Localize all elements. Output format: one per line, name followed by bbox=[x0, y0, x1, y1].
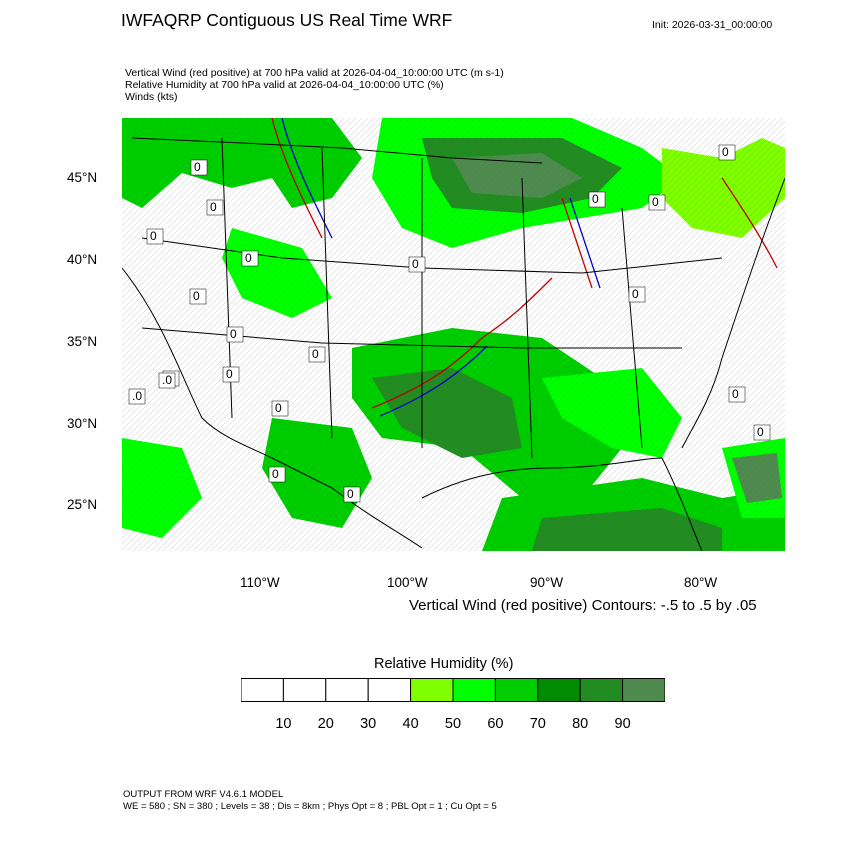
contour-label-box bbox=[648, 194, 666, 211]
lat-label-45n: 45°N bbox=[67, 170, 98, 185]
contour-label: 0 bbox=[412, 257, 419, 271]
lat-label-40n: 40°N bbox=[67, 252, 98, 267]
humidity-colorbar bbox=[241, 678, 665, 702]
contour-label: 0 bbox=[732, 387, 739, 401]
contour-label: 0 bbox=[210, 200, 217, 214]
contour-label: 0 bbox=[632, 287, 639, 301]
footer-config: WE = 580 ; SN = 380 ; Levels = 38 ; Dis … bbox=[123, 801, 497, 812]
colorbar-tick-label: 80 bbox=[572, 716, 589, 732]
plot-title: IWFAQRP Contiguous US Real Time WRF bbox=[121, 10, 453, 30]
subtitle-winds: Winds (kts) bbox=[125, 91, 178, 103]
colorbar-swatch bbox=[241, 678, 284, 702]
contour-label-box bbox=[128, 388, 146, 405]
contour-label-box bbox=[343, 486, 361, 503]
colorbar-title: Relative Humidity (%) bbox=[374, 656, 514, 672]
contour-label-box bbox=[718, 144, 736, 161]
colorbar-tick-label: 10 bbox=[275, 716, 292, 732]
state-borders bbox=[122, 137, 785, 551]
colorbar-tick-label: 20 bbox=[317, 716, 334, 732]
contour-label-box bbox=[190, 159, 208, 176]
subtitle-relative-humidity: Relative Humidity at 700 hPa valid at 20… bbox=[125, 79, 444, 91]
lat-label-30n: 30°N bbox=[67, 416, 98, 431]
contour-label-box bbox=[308, 346, 326, 363]
contour-label: 0 bbox=[245, 251, 252, 265]
lon-label-100w: 100°W bbox=[387, 575, 428, 590]
contour-label: 0 bbox=[722, 145, 729, 159]
contour-label: 0 bbox=[226, 367, 233, 381]
contour-label-box bbox=[222, 366, 240, 383]
contour-label: 0 bbox=[230, 327, 237, 341]
contour-label-box bbox=[268, 466, 286, 483]
colorbar-tick-label: 30 bbox=[360, 716, 377, 732]
contour-label: 0 bbox=[272, 467, 279, 481]
colorbar-swatch bbox=[622, 678, 665, 702]
footer-model: OUTPUT FROM WRF V4.6.1 MODEL bbox=[123, 789, 284, 800]
contour-label: 0 bbox=[652, 195, 659, 209]
colorbar-tick-label: 90 bbox=[614, 716, 631, 732]
lon-label-80w: 80°W bbox=[684, 575, 718, 590]
contour-label: .0 bbox=[162, 373, 172, 387]
contour-label-box bbox=[189, 288, 207, 305]
lat-label-25n: 25°N bbox=[67, 497, 98, 512]
contour-label: 0 bbox=[150, 229, 157, 243]
colorbar-swatch bbox=[579, 678, 624, 702]
contour-note: Vertical Wind (red positive) Contours: -… bbox=[409, 597, 757, 614]
colorbar-tick-label: 40 bbox=[402, 716, 419, 732]
colorbar-swatch bbox=[537, 678, 581, 702]
colorbar-swatch bbox=[452, 678, 496, 702]
colorbar-tick-label: 50 bbox=[444, 716, 462, 732]
contour-label: .0 bbox=[132, 389, 142, 403]
contour-label: 0 bbox=[757, 425, 764, 439]
colorbar-swatch bbox=[410, 678, 454, 702]
contour-label-box bbox=[206, 199, 224, 216]
contour-label-box bbox=[408, 256, 426, 273]
subtitle-vertical-wind: Vertical Wind (red positive) at 700 hPa … bbox=[125, 67, 504, 79]
contour-label: 0 bbox=[347, 487, 354, 501]
contour-label-box bbox=[753, 424, 771, 441]
contour-label: 0 bbox=[193, 289, 200, 303]
vertical-wind-contours bbox=[271, 118, 778, 417]
colorbar-tick-label: 60 bbox=[487, 716, 504, 732]
init-time: Init: 2026-03-31_00:00:00 bbox=[652, 19, 773, 31]
lat-label-35n: 35°N bbox=[67, 334, 98, 349]
contour-label: 0 bbox=[194, 160, 201, 174]
contour-label-box bbox=[241, 250, 259, 267]
colorbar-swatch bbox=[494, 678, 539, 702]
contour-label: 0 bbox=[312, 347, 319, 361]
contour-label: 0 bbox=[592, 192, 599, 206]
colorbar-swatch bbox=[367, 678, 412, 702]
colorbar-swatch bbox=[325, 678, 369, 702]
contour-label: 0 bbox=[275, 401, 282, 415]
contour-label-box bbox=[588, 191, 606, 208]
lon-label-110w: 110°W bbox=[240, 575, 280, 590]
lon-label-90w: 90°W bbox=[530, 575, 564, 590]
contour-label-box bbox=[728, 386, 746, 403]
colorbar-swatch bbox=[282, 678, 327, 702]
contour-label-box bbox=[271, 400, 289, 417]
contour-label-box bbox=[226, 326, 244, 343]
contour-label-box bbox=[158, 372, 176, 389]
colorbar-tick-label: 70 bbox=[529, 716, 546, 732]
contour-label-box bbox=[628, 286, 646, 303]
contour-label-box bbox=[146, 228, 164, 245]
